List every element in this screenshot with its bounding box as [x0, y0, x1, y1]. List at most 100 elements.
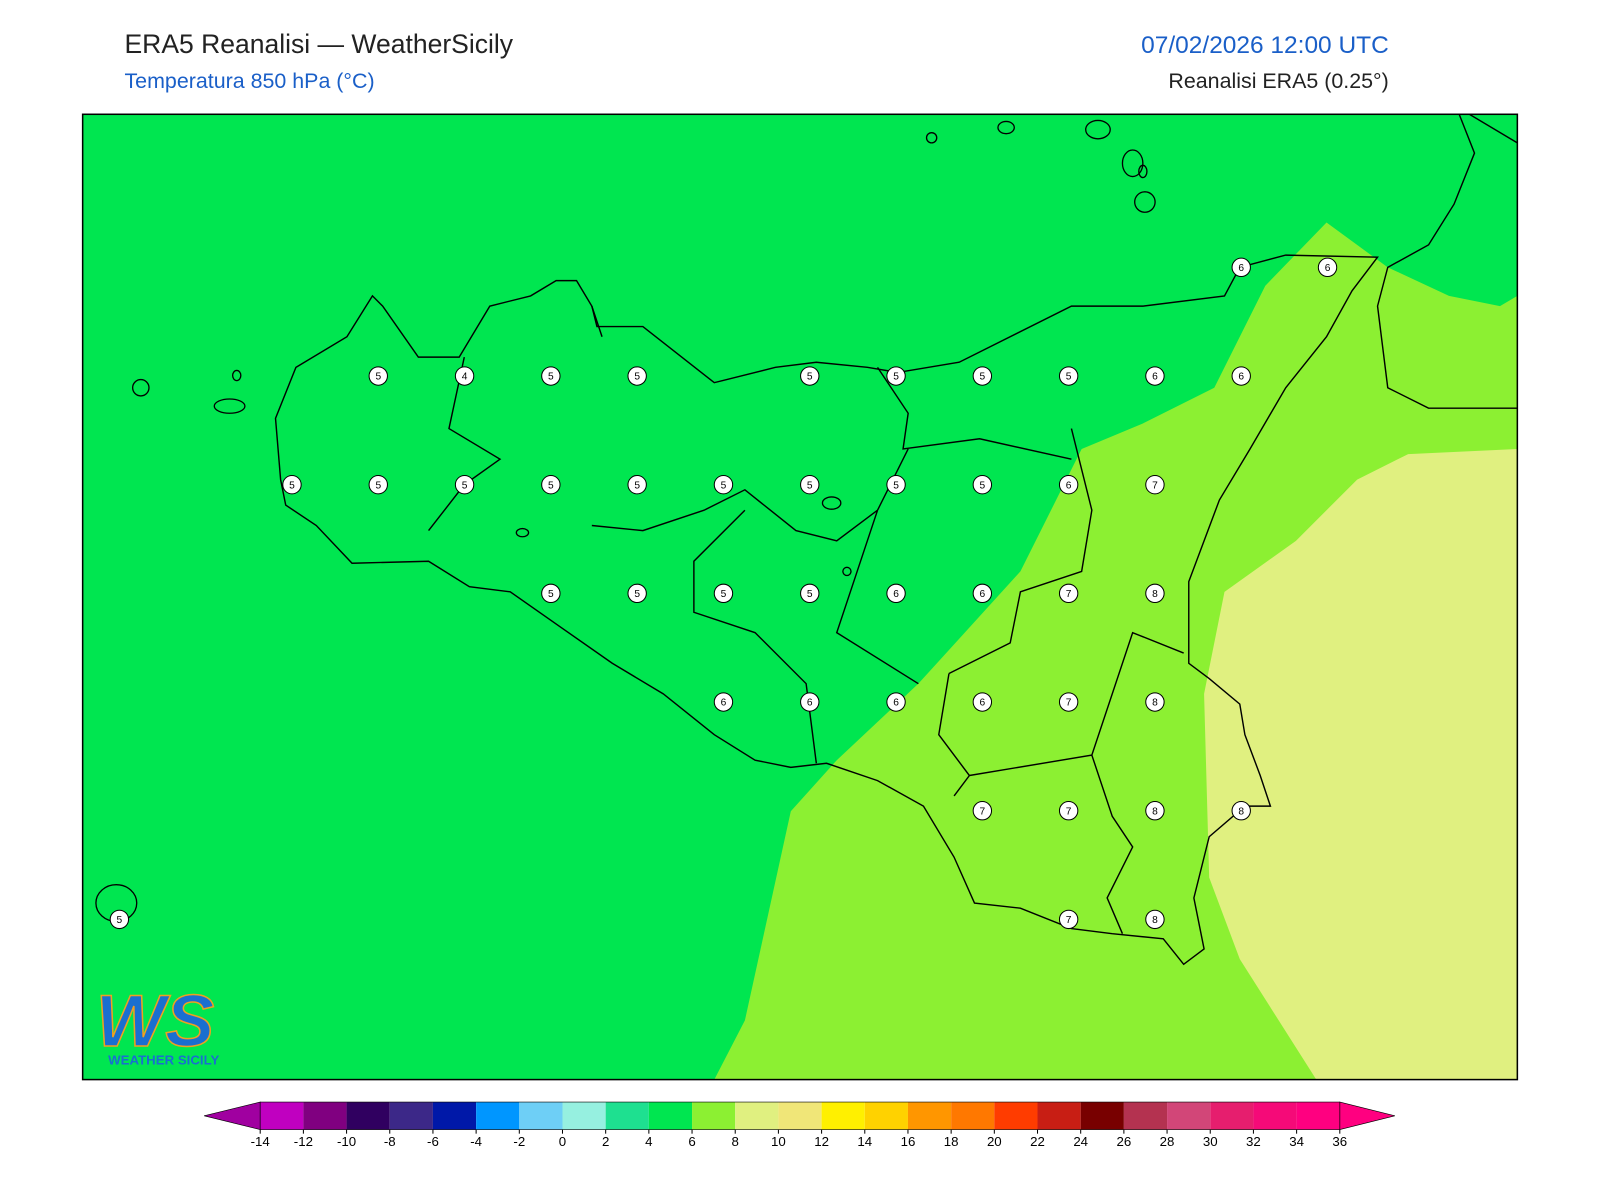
station-value: 8	[1152, 589, 1158, 600]
boundary	[428, 305, 1184, 934]
colorbar-band	[1037, 1102, 1081, 1130]
station: 5	[886, 366, 906, 386]
station-value: 6	[721, 698, 727, 709]
subtitle: Temperatura 850 hPa (°C)	[124, 69, 374, 93]
colorbar-band	[735, 1102, 779, 1130]
station-marker	[972, 801, 993, 821]
colorbar-tick-label: -10	[337, 1134, 356, 1149]
station-value: 6	[807, 698, 813, 709]
station-value: 7	[1066, 806, 1072, 817]
colorbar-tick-label: 4	[645, 1134, 652, 1149]
station-value: 5	[548, 372, 554, 383]
station-marker	[1145, 583, 1165, 604]
station-marker	[800, 583, 820, 604]
station-marker	[1145, 801, 1165, 821]
station-marker	[368, 475, 388, 495]
colorbar-tick-label: 6	[688, 1134, 695, 1149]
station-marker	[972, 366, 993, 386]
colorbar-tick-label: 30	[1203, 1134, 1218, 1149]
station-marker	[713, 583, 734, 604]
station: 7	[1058, 583, 1079, 604]
station-marker	[454, 366, 475, 386]
station-marker	[627, 475, 647, 495]
colorbar-band	[432, 1102, 477, 1130]
field-band	[1204, 448, 1518, 1080]
colorbar-band	[346, 1102, 390, 1130]
colorbar-tick-label: 2	[602, 1134, 609, 1149]
colorbar-band	[1296, 1102, 1340, 1130]
coastline	[1376, 114, 1518, 409]
station: 5	[800, 583, 820, 604]
colorbar-band	[562, 1102, 606, 1130]
station-marker	[800, 366, 820, 386]
island	[515, 527, 530, 538]
station-value: 5	[807, 480, 813, 491]
station-value: 5	[289, 480, 295, 491]
station-value: 5	[634, 480, 640, 491]
colorbar-tick-label: 24	[1073, 1134, 1088, 1149]
station-marker	[1058, 583, 1079, 604]
colorbar-band	[260, 1102, 304, 1130]
station-value: 7	[1066, 589, 1072, 600]
station-marker	[1317, 257, 1338, 278]
station-marker	[1231, 366, 1251, 386]
station-value: 7	[1066, 698, 1072, 709]
colorbar-tick-label: 12	[814, 1134, 829, 1149]
colorbar-tick-label: -6	[427, 1134, 439, 1149]
station-value: 5	[980, 372, 986, 383]
station: 8	[1231, 801, 1251, 821]
island	[842, 566, 852, 577]
station-value: 5	[721, 480, 727, 491]
station: 5	[800, 366, 820, 386]
station-marker	[1058, 475, 1079, 495]
station-marker	[972, 475, 993, 495]
colorbar-tick-label: 14	[857, 1134, 872, 1149]
island	[821, 496, 842, 510]
station: 6	[972, 583, 993, 604]
station: 5	[627, 583, 647, 604]
colorbar-band	[303, 1102, 347, 1130]
colorbar-band	[1167, 1102, 1211, 1130]
colorbar-tick-label: 8	[732, 1134, 739, 1149]
colorbar: -14 -12 -10 -8 -6 -4 -2 0 2 4 6 8 10 12 14 16 18 20 22 24 26…	[204, 1101, 1395, 1149]
station-value: 5	[117, 915, 123, 926]
station-marker	[800, 692, 820, 712]
station-marker	[109, 909, 130, 930]
station-marker	[886, 692, 906, 712]
station-marker	[368, 366, 388, 386]
station: 5	[541, 366, 561, 386]
station-value: 5	[893, 480, 899, 491]
colorbar-band	[692, 1102, 736, 1130]
island	[1138, 164, 1148, 179]
colorbar-band	[778, 1102, 822, 1130]
station: 6	[972, 692, 993, 712]
colorbar-tick-label: 28	[1160, 1134, 1175, 1149]
colorbar-band	[907, 1102, 952, 1130]
station: 5	[627, 366, 647, 386]
station-value: 5	[548, 480, 554, 491]
logo-text: WEATHER SICILY	[108, 1052, 219, 1067]
station: 6	[1145, 366, 1165, 386]
colorbar-band	[476, 1102, 520, 1130]
station-marker	[713, 692, 734, 712]
station-value: 5	[807, 372, 813, 383]
station-marker	[1058, 909, 1079, 930]
station-value: 5	[462, 480, 468, 491]
station-value: 7	[1066, 915, 1072, 926]
station: 5	[972, 475, 993, 495]
station-value: 5	[634, 589, 640, 600]
station: 8	[1145, 692, 1165, 712]
station-marker	[886, 366, 906, 386]
station: 5	[627, 475, 647, 495]
station-marker	[1231, 801, 1251, 821]
island	[213, 398, 246, 414]
station: 6	[1231, 257, 1251, 278]
station: 5	[886, 475, 906, 495]
colorbar-band	[1080, 1102, 1124, 1130]
colorbar-tick-label: 26	[1117, 1134, 1132, 1149]
colorbar-band	[519, 1102, 563, 1130]
colorbar-band	[1210, 1102, 1254, 1130]
station-value: 6	[1325, 263, 1331, 274]
station-value: 5	[807, 589, 813, 600]
station: 6	[1231, 366, 1251, 386]
